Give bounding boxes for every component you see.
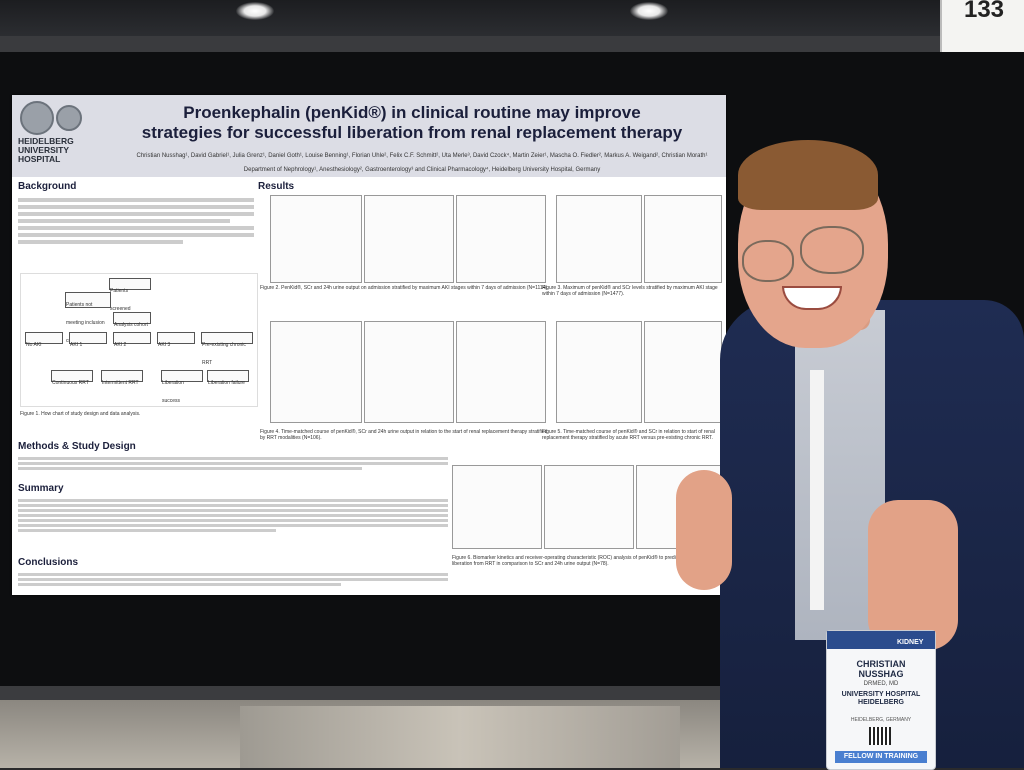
poster-title: Proenkephalin (penKid®) in clinical rout… <box>102 103 722 143</box>
poster-affiliations: Department of Nephrology¹, Anesthesiolog… <box>243 167 601 173</box>
timecourse-figure4c <box>456 321 546 423</box>
booth-number: 133 <box>963 0 1005 23</box>
flow-exclusion-box: Patients not meeting inclusion criteria <box>65 292 111 344</box>
poster-header: HEIDELBERG UNIVERSITY HOSPITAL Proenkeph… <box>12 95 726 177</box>
timecourse-figure4b <box>364 321 454 423</box>
flow-rrt-box: Liberation failure <box>207 370 249 386</box>
floor-path <box>240 706 680 768</box>
research-poster: HEIDELBERG UNIVERSITY HOSPITAL Proenkeph… <box>12 95 726 595</box>
section-summary: Summary <box>18 483 64 494</box>
timecourse-figure5b <box>644 321 722 423</box>
section-methods: Methods & Study Design <box>18 441 136 452</box>
qr-code-icon <box>869 727 891 745</box>
boxplot-figure3b <box>644 195 722 283</box>
university-seal-icon <box>20 101 54 135</box>
badge-credentials: DRMED, MD <box>863 681 899 687</box>
conference-badge: KIDNEY CHRISTIAN NUSSHAG DRMED, MD UNIVE… <box>826 630 936 770</box>
institution-logo <box>16 99 94 169</box>
poster-title-line1: Proenkephalin (penKid®) in clinical rout… <box>183 103 641 122</box>
summary-text <box>18 497 448 553</box>
figure2-caption: Figure 2. PenKid®, SCr and 24h urine out… <box>260 285 549 291</box>
ceiling-light <box>630 2 668 20</box>
ceiling <box>0 0 1024 40</box>
figure6-caption: Figure 6. Biomarker kinetics and receive… <box>452 555 705 567</box>
badge-location: HEIDELBERG, GERMANY <box>850 717 912 723</box>
flow-stage-box: No AKI <box>25 332 63 348</box>
flow-stage-box: Pre-existing chronic RRT <box>201 332 253 366</box>
badge-header-text: KIDNEY <box>897 639 924 646</box>
flow-stage-box: AKI 1 <box>69 332 107 348</box>
conclusions-text <box>18 571 448 589</box>
boxplot-figure2b <box>364 195 454 283</box>
institution-name: HEIDELBERG UNIVERSITY HOSPITAL <box>18 136 74 164</box>
kinetics-figure6b <box>544 465 634 549</box>
figure1-caption: Figure 1. How chart of study design and … <box>20 411 141 417</box>
glasses-icon <box>800 226 864 274</box>
badge-ribbon: FELLOW IN TRAINING <box>835 751 927 763</box>
section-conclusions: Conclusions <box>18 557 79 568</box>
poster-title-line2: strategies for successful liberation fro… <box>141 123 683 142</box>
thumbs-up-right-hand <box>868 500 958 650</box>
section-results: Results <box>258 181 295 192</box>
flow-rrt-box: Continuous RRT <box>51 370 93 386</box>
flow-rrt-box: Intermittent RRT <box>101 370 143 386</box>
badge-name: CHRISTIAN NUSSHAG <box>856 659 906 679</box>
timecourse-figure5a <box>556 321 642 423</box>
ceiling-light <box>236 2 274 20</box>
kinetics-figure6a <box>452 465 542 549</box>
poster-authors: Christian Nusshag¹, David Gabriel¹, Juli… <box>136 153 708 159</box>
board-frame-bottom <box>0 686 780 702</box>
flow-rrt-box: Liberation success <box>161 370 203 404</box>
boxplot-figure3a <box>556 195 642 283</box>
boxplot-figure2a <box>270 195 362 283</box>
flow-stage-box: AKI 3 <box>157 332 195 348</box>
lanyard <box>810 370 824 610</box>
hospital-seal-icon <box>56 105 82 131</box>
glasses-icon <box>742 240 794 282</box>
timecourse-figure4a <box>270 321 362 423</box>
methods-text <box>18 455 448 479</box>
figure4-caption: Figure 4. Time-matched course of penKid®… <box>260 429 548 441</box>
flow-stage-box: AKI 2 <box>113 332 151 348</box>
flow-analysis-box: Analysis cohort <box>113 312 151 328</box>
boxplot-figure2c <box>456 195 546 283</box>
figure5-caption: Figure 5. Time-matched course of penKid®… <box>542 429 715 441</box>
section-background: Background <box>18 181 77 192</box>
background-text <box>18 195 254 269</box>
presenter-hair <box>738 140 878 210</box>
flow-root-box: Patients screened <box>109 278 151 312</box>
figure3-caption: Figure 3. Maximum of penKid® and SCr lev… <box>542 285 718 297</box>
badge-organization: UNIVERSITY HOSPITAL HEIDELBERG <box>841 691 921 706</box>
thumbs-up-left-hand <box>676 470 732 590</box>
study-flowchart: Patients screened Patients not meeting i… <box>20 273 258 407</box>
badge-header: KIDNEY <box>827 631 935 649</box>
booth-number-card: 133 <box>940 0 1024 52</box>
board-frame-top <box>0 36 940 54</box>
